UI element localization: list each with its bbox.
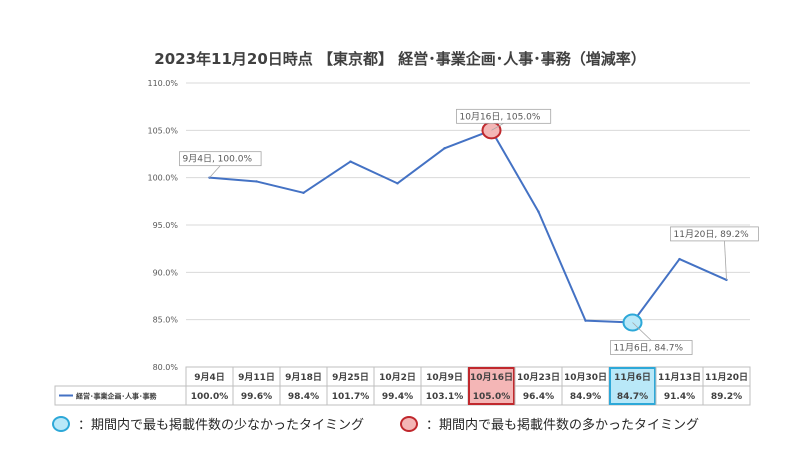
blue-circle-icon: [52, 415, 70, 432]
legend-min-label: ：期間内で最も掲載件数の少なかったタイミング: [78, 418, 365, 433]
y-tick-label: 90.0%: [153, 268, 179, 277]
y-tick-label: 95.0%: [153, 221, 179, 230]
y-tick-label: 80.0%: [153, 363, 179, 372]
highlight-markers: [481, 121, 643, 332]
callout-leader: [632, 322, 652, 341]
data-label: 11月20日, 89.2%: [674, 229, 750, 240]
callout-box: [670, 226, 759, 242]
x-tick-label: 9月4日: [194, 372, 225, 383]
data-point: [537, 210, 540, 213]
table-value: 99.6%: [241, 392, 272, 402]
table-value: 105.0%: [473, 392, 511, 402]
data-point: [302, 191, 305, 195]
y-tick-label: 105.0%: [147, 126, 178, 135]
callout-box: [179, 151, 262, 167]
data-point: [443, 147, 446, 150]
table-value: 89.2%: [711, 392, 742, 402]
table-value: 84.7%: [617, 392, 648, 402]
data-label: 10月16日, 105.0%: [460, 111, 541, 122]
data-label: 9月4日, 100.0%: [183, 154, 253, 165]
data-labels: 9月4日, 100.0% 10月16日, 105.0% 11月6日, 84.7% 11…: [179, 108, 759, 355]
x-tick-label: 10月16日: [470, 372, 513, 383]
table-value: 96.4%: [523, 392, 554, 402]
x-tick-label: 9月18日: [285, 372, 322, 383]
data-table: 9月4日 100.0% 9月11日 99.6% 9月18日 98.4% 9月25日 101.7…: [54, 366, 751, 406]
red-circle-icon: [400, 415, 418, 432]
legend-max: ：期間内で最も掲載件数の多かったタイミング: [400, 414, 699, 433]
series-line-layer: [208, 129, 728, 324]
callout-leader: [724, 240, 727, 280]
callout-leader: [491, 122, 504, 131]
min-highlight-box: [609, 367, 656, 405]
x-tick-label: 10月23日: [517, 372, 560, 383]
legend-min: ：期間内で最も掲載件数の少なかったタイミング: [52, 414, 364, 433]
data-point: [584, 319, 587, 322]
x-tick-label: 11月13日: [658, 372, 701, 383]
data-point: [349, 160, 352, 163]
table-value: 101.7%: [332, 392, 370, 402]
x-tick-label: 10月30日: [564, 372, 607, 383]
legend-max-label: ：期間内で最も掲載件数の多かったタイミング: [426, 418, 700, 433]
callout-box: [456, 108, 552, 124]
y-tick-label: 110.0%: [147, 79, 178, 88]
table-value: 100.0%: [191, 392, 229, 402]
x-tick-label: 11月20日: [705, 372, 748, 383]
x-tick-label: 10月9日: [426, 372, 463, 383]
y-tick-label: 100.0%: [147, 174, 178, 183]
x-tick-label: 9月25日: [332, 372, 369, 383]
table-value: 91.4%: [664, 392, 695, 402]
bottom-legend: ：期間内で最も掲載件数の少なかったタイミング ：期間内で最も掲載件数の多かったタ…: [52, 414, 792, 434]
x-tick-label: 11月6日: [614, 372, 651, 383]
data-point: [678, 257, 681, 261]
chart-title: 2023年11月20日時点 【東京都】 経営･事業企画･人事･事務（増減率）: [154, 50, 646, 68]
table-value: 103.1%: [426, 392, 464, 402]
data-label: 11月6日, 84.7%: [614, 343, 684, 354]
grid-layer: [186, 82, 750, 368]
line-chart: 80.0% 85.0% 90.0% 95.0% 100.0% 105.0% 110.0% 9…: [54, 79, 759, 406]
x-tick-label: 9月11日: [238, 372, 275, 383]
data-point: [396, 182, 399, 185]
x-tick-label: 10月2日: [379, 372, 416, 383]
data-point: [255, 180, 258, 183]
table-value-row: [54, 385, 751, 406]
table-value: 84.9%: [570, 392, 601, 402]
table-value: 99.4%: [382, 392, 413, 402]
series-legend-label: 経営･事業企画･人事･事務: [76, 392, 157, 401]
callout-leader: [209, 165, 221, 178]
callout-box: [610, 340, 693, 355]
table-value: 98.4%: [288, 392, 319, 402]
max-highlight-box: [468, 367, 515, 405]
y-tick-label: 85.0%: [153, 316, 179, 325]
y-axis-ticks: 80.0% 85.0% 90.0% 95.0% 100.0% 105.0% 110.0%: [147, 79, 178, 372]
series-line: [209, 129, 727, 324]
